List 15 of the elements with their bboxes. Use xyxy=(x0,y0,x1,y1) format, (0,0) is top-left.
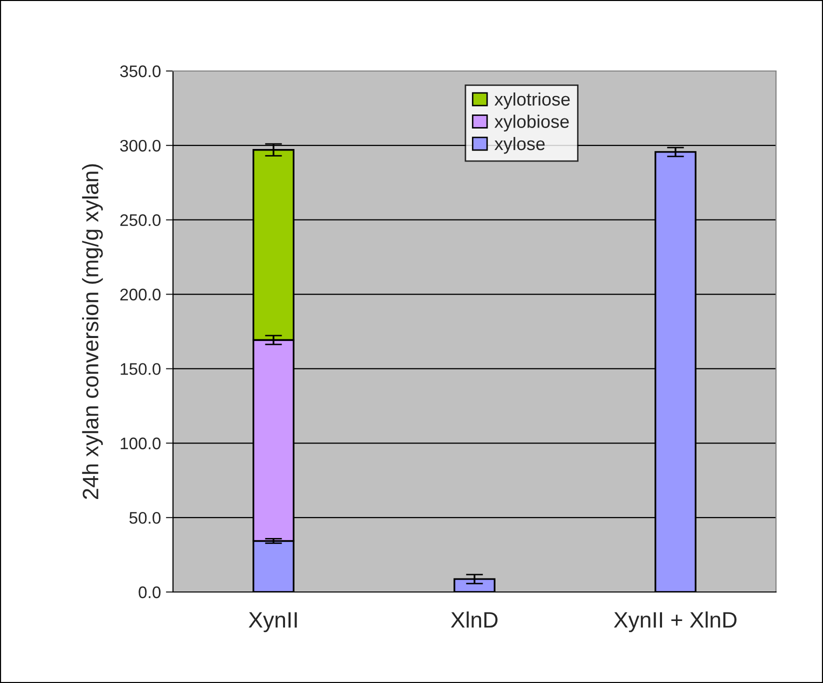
y-tick-label: 200.0 xyxy=(120,288,161,300)
y-tick-label: 0.0 xyxy=(138,586,161,598)
y-tick-label: 350.0 xyxy=(120,65,161,78)
x-tick-label: XlnD xyxy=(450,611,498,628)
y-axis-title: 24h xylan conversion (mg/g xylan) xyxy=(82,164,103,499)
y-tick-label: 100.0 xyxy=(120,438,161,450)
legend-label: xylose xyxy=(494,136,545,154)
y-tick-label: 250.0 xyxy=(120,214,161,226)
y-tick-label: 300.0 xyxy=(120,140,161,152)
y-tick-label: 50.0 xyxy=(129,512,161,524)
x-tick-label: XynII + XlnD xyxy=(614,611,737,632)
x-tick-label: XynII xyxy=(248,612,297,632)
y-tick-label: 150.0 xyxy=(120,363,161,375)
legend-label: xylotriose xyxy=(494,92,570,110)
legend-label: xylobiose xyxy=(494,114,569,132)
